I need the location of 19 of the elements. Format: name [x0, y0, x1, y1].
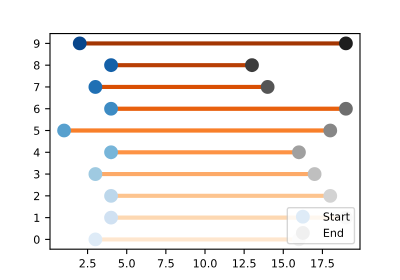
y-tick-label: 3 — [34, 170, 40, 178]
x-tick-label: 15.0 — [272, 259, 295, 268]
x-tick-label: 10.0 — [194, 259, 217, 268]
x-tick-label: 12.5 — [232, 259, 256, 268]
y-tick-label: 7 — [34, 83, 40, 92]
y-tick-label: 1 — [34, 214, 40, 222]
y-tick-label: 0 — [34, 235, 40, 244]
y-tick-label: 5 — [34, 126, 40, 135]
y-tick-label: 6 — [34, 104, 40, 114]
y-tick-label: 4 — [34, 148, 40, 157]
legend-label: End — [324, 228, 343, 238]
y-tick-label: 8 — [34, 61, 40, 70]
x-tick-label: 7.5 — [158, 259, 174, 268]
x-tick-label: 5.0 — [118, 259, 135, 268]
x-tick-label: 17.5 — [311, 259, 334, 268]
legend-label: Start — [324, 212, 350, 221]
y-tick-label: 2 — [34, 192, 40, 200]
y-tick-label: 9 — [34, 39, 40, 48]
x-tick-label: 2.5 — [80, 259, 96, 268]
